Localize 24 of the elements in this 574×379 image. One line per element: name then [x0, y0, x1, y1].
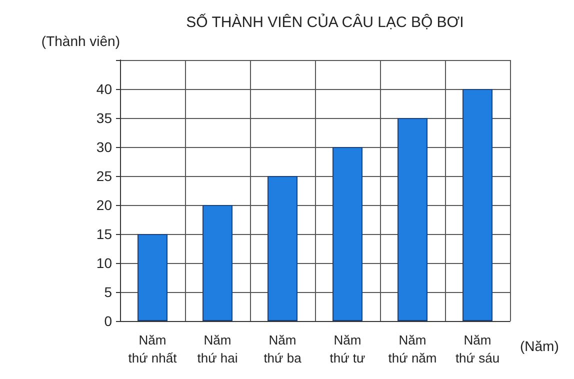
x-tick-label: Năm thứ hai	[197, 332, 238, 366]
y-tick-label: 0	[104, 313, 112, 329]
bar	[268, 176, 298, 321]
y-axis-title: (Thành viên)	[41, 33, 120, 49]
x-tick-label: Năm thứ ba	[264, 332, 302, 366]
x-tick-label: Năm thứ năm	[388, 332, 437, 366]
y-tick-label: 5	[104, 284, 112, 300]
x-tick-label: Năm thứ tư	[330, 332, 366, 366]
x-axis-title: (Năm)	[520, 338, 559, 354]
y-tick-label: 35	[96, 110, 112, 126]
y-tick-label: 40	[96, 81, 112, 97]
y-tick-label: 25	[96, 168, 112, 184]
bar	[202, 205, 232, 321]
chart-title: SỐ THÀNH VIÊN CỦA CÂU LẠC BỘ BƠI	[186, 13, 464, 31]
y-tick-label: 30	[96, 139, 112, 155]
bar	[398, 118, 428, 321]
x-tick-label: Năm thứ nhất	[128, 332, 178, 366]
y-tick-label: 10	[96, 255, 112, 271]
x-tick-label: Năm thứ sáu	[455, 332, 500, 366]
bar	[332, 147, 362, 321]
y-tick-label: 20	[96, 197, 112, 213]
y-tick-label: 15	[96, 226, 112, 242]
bar	[462, 89, 492, 321]
bar	[138, 234, 168, 321]
